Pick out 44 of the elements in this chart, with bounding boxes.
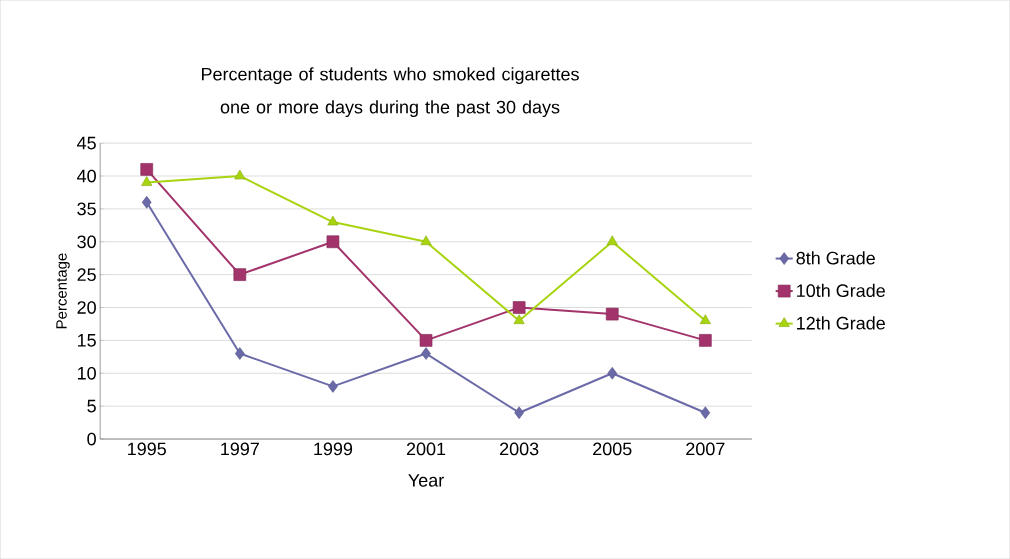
y-tick-label: 45 — [77, 136, 96, 150]
point — [141, 176, 153, 186]
point — [420, 235, 432, 245]
point — [512, 301, 526, 314]
point — [513, 314, 525, 324]
point — [419, 334, 433, 347]
y-tick-label: 25 — [77, 268, 96, 281]
point — [233, 268, 247, 281]
point — [700, 406, 711, 419]
legend-label: 10th Grade — [797, 283, 885, 297]
point — [514, 406, 524, 419]
point — [140, 163, 154, 176]
y-tick-label: 30 — [77, 235, 96, 249]
x-tick-label: 1997 — [221, 442, 259, 456]
y-tick-label: 40 — [77, 169, 96, 183]
x-tick-label: 1995 — [128, 442, 166, 456]
point — [605, 307, 619, 321]
point — [421, 347, 431, 360]
x-tick-label: 2005 — [593, 442, 632, 456]
point — [699, 314, 711, 324]
y-tick-label: 20 — [77, 301, 96, 314]
y-tick-label: 35 — [77, 202, 96, 216]
point — [607, 366, 618, 380]
x-tick-label: 1999 — [314, 442, 353, 456]
legend-label: 12th Grade — [797, 316, 885, 330]
point — [328, 380, 338, 393]
point — [699, 334, 712, 347]
y-tick-label: 0 — [87, 432, 96, 446]
x-tick-label: 2003 — [500, 442, 539, 456]
point — [327, 215, 339, 226]
y-tick-label: 10 — [77, 366, 96, 380]
legend-label: 8th Grade — [796, 251, 875, 265]
x-tick-label: 2007 — [686, 442, 725, 456]
point — [234, 169, 246, 180]
point — [606, 235, 618, 245]
x-axis-title: Year — [408, 474, 444, 487]
point — [326, 235, 340, 248]
y-tick-label: 15 — [77, 334, 96, 347]
y-tick-label: 5 — [87, 399, 96, 413]
y-axis-title: Percentage — [56, 253, 70, 329]
point — [141, 195, 152, 209]
point — [235, 347, 245, 360]
chart-title: Percentage of students who smoked cigarettes one or more days during the past 30 days — [201, 67, 579, 117]
x-tick-label: 2001 — [406, 442, 446, 456]
